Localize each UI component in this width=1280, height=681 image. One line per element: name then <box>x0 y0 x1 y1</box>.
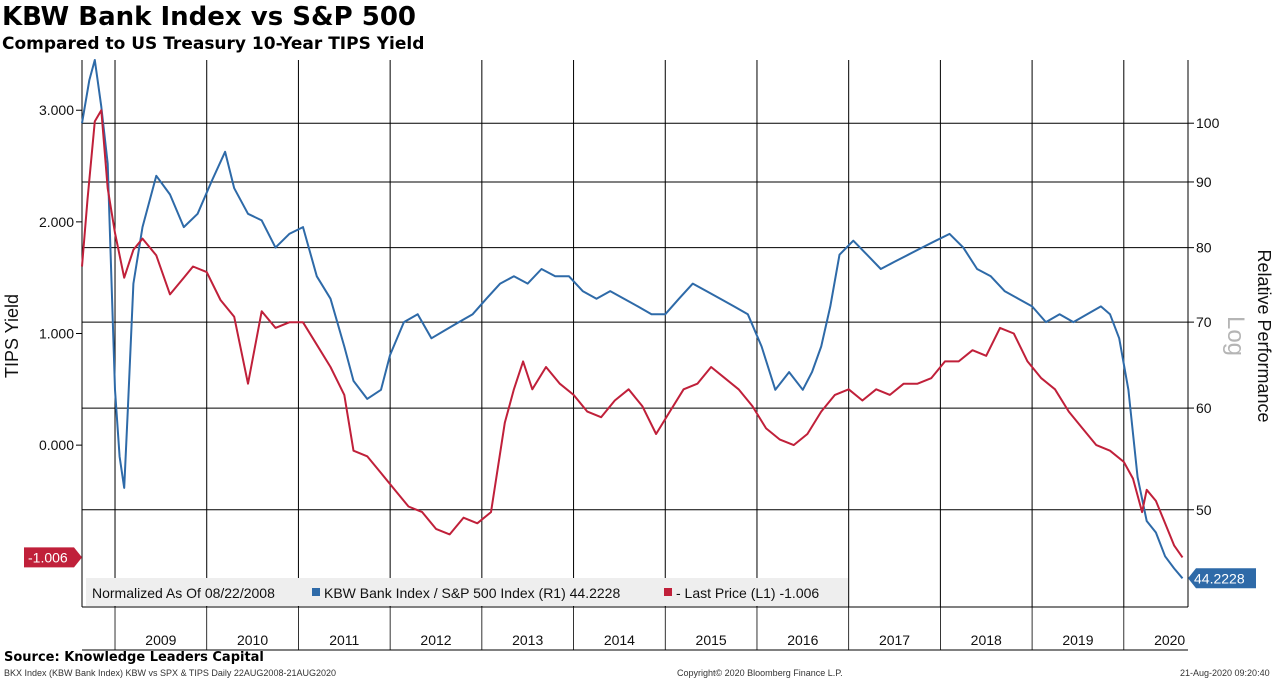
x-tick-label: 2018 <box>971 632 1002 648</box>
x-tick-label: 2011 <box>329 632 359 648</box>
x-tick-label: 2020 <box>1154 632 1185 648</box>
y-tick-label: 0.000 <box>39 437 74 453</box>
y2-axis-label: Relative Performance <box>1254 249 1274 422</box>
footer-description: BKX Index (KBW Bank Index) KBW vs SPX & … <box>4 668 336 678</box>
y2-tick-label: 100 <box>1196 115 1220 131</box>
series-lines <box>81 59 1184 579</box>
x-tick-label: 2009 <box>145 632 176 648</box>
chart-title: KBW Bank Index vs S&P 500 <box>2 2 416 32</box>
y2-tick-label: 60 <box>1196 400 1212 416</box>
series-line-kbw-relative <box>81 59 1184 579</box>
y2-tick-label: 70 <box>1196 314 1212 330</box>
y2-tick-label: 50 <box>1196 502 1212 518</box>
legend-series1: KBW Bank Index / S&P 500 Index (R1) 44.2… <box>324 585 620 601</box>
y2-tick-label: 90 <box>1196 174 1212 190</box>
y-tick-label: 2.000 <box>39 214 74 230</box>
legend-swatch-red <box>664 588 672 596</box>
legend-normalized: Normalized As Of 08/22/2008 <box>92 585 275 601</box>
footer-copyright: Copyright© 2020 Bloomberg Finance L.P. <box>677 668 843 678</box>
x-tick-label: 2016 <box>787 632 818 648</box>
y-tick-label: 3.000 <box>39 102 74 118</box>
log-scale-label: Log <box>1222 316 1249 356</box>
x-tick-label: 2012 <box>420 632 451 648</box>
right-badge-value: 44.2228 <box>1194 570 1245 586</box>
x-tick-label: 2010 <box>237 632 268 648</box>
x-tick-label: 2019 <box>1062 632 1093 648</box>
right-axis-ticks: 100 90 80 70 60 50 <box>1188 115 1220 518</box>
grid-lines <box>81 60 1189 651</box>
left-axis-ticks: 3.000 2.000 1.000 0.000 <box>39 102 82 453</box>
source-note: Source: Knowledge Leaders Capital <box>4 650 264 665</box>
x-axis-ticks: 2009 2010 2011 2012 2013 2014 2015 2016 2017 2018… <box>145 632 1185 648</box>
x-tick-label: 2014 <box>604 632 635 648</box>
series-line-tips-yield <box>81 109 1184 558</box>
footer-timestamp: 21-Aug-2020 09:20:40 <box>1180 668 1270 678</box>
y2-tick-label: 80 <box>1196 240 1212 256</box>
x-tick-label: 2015 <box>696 632 727 648</box>
y-axis-label: TIPS Yield <box>2 294 22 378</box>
legend-swatch-blue <box>312 588 320 596</box>
left-badge-value: -1.006 <box>28 549 68 565</box>
right-value-badge: 44.2228 <box>1188 568 1256 589</box>
legend-background <box>86 578 848 606</box>
x-tick-label: 2017 <box>879 632 910 648</box>
y-tick-label: 1.000 <box>39 326 74 342</box>
legend: Normalized As Of 08/22/2008 KBW Bank Ind… <box>86 578 848 606</box>
chart-subtitle: Compared to US Treasury 10-Year TIPS Yie… <box>2 34 425 54</box>
x-tick-label: 2013 <box>512 632 543 648</box>
left-value-badge: -1.006 <box>24 547 82 568</box>
legend-series2: - Last Price (L1) -1.006 <box>676 585 819 601</box>
